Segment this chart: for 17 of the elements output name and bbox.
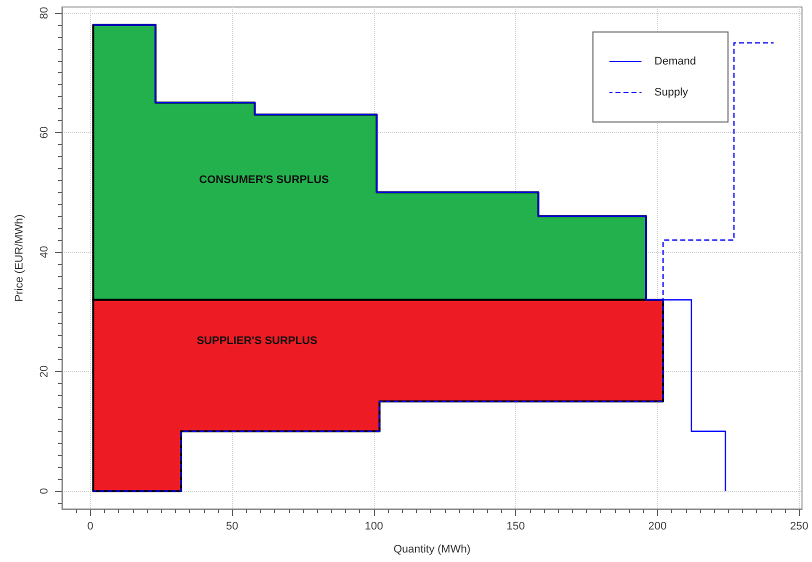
y-tick-label: 80 bbox=[38, 6, 50, 20]
y-tick-label: 0 bbox=[38, 488, 50, 494]
x-tick-label: 100 bbox=[364, 520, 384, 532]
y-tick-label: 40 bbox=[38, 246, 50, 258]
y-tick-label: 60 bbox=[38, 126, 50, 139]
x-tick-label: 250 bbox=[790, 520, 808, 532]
x-tick-label: 200 bbox=[648, 520, 667, 532]
x-axis-title: Quantity (MWh) bbox=[393, 544, 471, 556]
x-tick-label: 150 bbox=[506, 520, 525, 532]
annotation: SUPPLIER'S SURPLUS bbox=[196, 335, 318, 347]
legend-label: Supply bbox=[654, 86, 689, 98]
y-axis-title: Price (EUR/MWh) bbox=[14, 214, 26, 302]
legend-label: Demand bbox=[654, 56, 696, 68]
x-tick-label: 50 bbox=[226, 520, 238, 532]
y-tick-label: 20 bbox=[38, 365, 50, 378]
x-tick-label: 0 bbox=[87, 520, 94, 532]
annotation: CONSUMER'S SURPLUS bbox=[199, 174, 329, 186]
